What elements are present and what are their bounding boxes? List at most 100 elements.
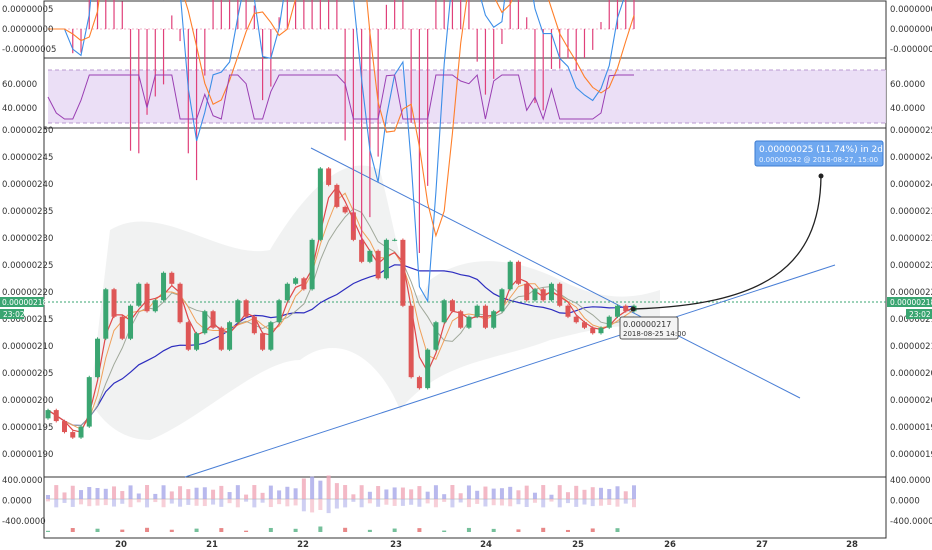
volume-bar-negative <box>293 499 298 506</box>
volume-bar-negative <box>400 499 405 506</box>
volume-baseline-bar <box>516 529 521 532</box>
candle-body <box>449 300 455 312</box>
candle-body <box>359 239 365 262</box>
candle-body <box>309 239 315 290</box>
volume-bar <box>87 487 92 499</box>
volume-bar-negative <box>169 499 174 504</box>
candle-body <box>301 278 307 290</box>
price-right-tick: 0.00000205 <box>890 369 932 379</box>
volume-bar-negative <box>367 499 372 504</box>
macd-right-tick: -0.00000005 <box>890 45 932 55</box>
rsi-band <box>48 70 886 123</box>
volume-bar-negative <box>442 499 447 502</box>
volume-bar-negative <box>541 499 546 508</box>
candle-body <box>548 283 554 301</box>
rsi-line <box>47 73 634 121</box>
volume-bar <box>466 485 471 499</box>
volume-baseline-bar <box>615 528 620 532</box>
volume-bar <box>367 491 372 499</box>
volume-bar <box>607 489 612 499</box>
candle-body <box>103 289 109 339</box>
volume-bar-negative <box>409 499 414 505</box>
volume-bar <box>128 485 133 499</box>
candle-body <box>375 250 381 279</box>
price-right-tick: 0.00000235 <box>890 207 932 217</box>
volume-bar-negative <box>227 499 232 504</box>
last-price-badge-left <box>0 297 44 307</box>
volume-bar <box>285 486 290 499</box>
candle-body <box>45 410 51 419</box>
price-right-tick: 0.00000245 <box>890 153 932 163</box>
countdown-right-text: 23:02 <box>909 310 931 319</box>
volume-bar-negative <box>235 499 240 508</box>
x-tick-label: 25 <box>572 540 584 550</box>
price-left-tick: 0.00000240 <box>2 180 53 190</box>
volume-bar <box>145 485 150 499</box>
candle-body <box>614 305 620 317</box>
x-tick-label: 22 <box>297 540 309 550</box>
volume-bar-negative <box>153 499 158 503</box>
volume-bar <box>623 491 628 499</box>
price-left-tick: 0.00000215 <box>2 315 53 325</box>
volume-bar <box>483 486 488 499</box>
price-right-tick: 0.00000200 <box>890 396 932 406</box>
candle-body <box>53 410 59 422</box>
macd-right-tick: 0.00000000 <box>890 25 932 35</box>
volume-bar <box>95 488 100 499</box>
volume-bar <box>293 488 298 499</box>
volume-bar <box>590 487 595 499</box>
projection-start-point[interactable] <box>630 306 636 312</box>
volume-bar-negative <box>145 499 150 508</box>
volume-bar <box>376 486 381 499</box>
volume-left-tick: 0.0000 <box>2 497 32 507</box>
volume-bar-negative <box>590 499 595 507</box>
candle-body <box>119 316 125 339</box>
volume-bar <box>598 487 603 499</box>
volume-bar-negative <box>524 499 529 508</box>
volume-bar <box>46 495 50 499</box>
rsi-indicator <box>47 73 634 121</box>
volume-right-tick: -400.0000 <box>890 517 932 527</box>
volume-bar-negative <box>318 499 323 511</box>
candle-body <box>581 322 587 328</box>
macd-left-tick: 0.00000005 <box>2 5 53 15</box>
candle-body <box>623 305 629 312</box>
candle-body <box>367 250 373 262</box>
candle-body <box>408 305 414 378</box>
volume-bar-negative <box>466 499 471 508</box>
volume-baseline-bar <box>590 528 595 532</box>
price-right-tick: 0.00000250 <box>890 126 932 136</box>
volume-bar <box>359 485 364 499</box>
volume-baseline-bar <box>293 528 298 532</box>
volume-bar <box>235 485 240 499</box>
projection-curve[interactable] <box>632 175 822 310</box>
candle-body <box>128 305 134 339</box>
tooltip-price-text: 0.00000217 <box>623 320 671 329</box>
volume-bar <box>194 487 199 499</box>
candle-body <box>482 305 488 328</box>
candle-body <box>95 338 101 378</box>
volume-bar-negative <box>549 499 554 502</box>
volume-bar-negative <box>334 499 339 509</box>
volume-bar <box>153 493 158 499</box>
price-left-tick: 0.00000220 <box>2 288 53 298</box>
right-axis-ticks: 0.00000005 0.00000000 -0.00000005 60.0000 40… <box>890 5 932 527</box>
x-tick-label: 27 <box>756 540 768 550</box>
candle-body <box>243 300 249 317</box>
price-left-tick: 0.00000200 <box>2 396 53 406</box>
volume-histogram <box>46 475 636 532</box>
candle-body <box>326 168 332 185</box>
volume-bar <box>260 492 265 499</box>
price-left-tick: 0.00000190 <box>2 450 53 460</box>
price-left-tick: 0.00000250 <box>2 126 53 136</box>
candle-body <box>416 377 422 389</box>
volume-bar <box>400 487 405 499</box>
candle-body <box>78 426 84 438</box>
volume-bar-negative <box>186 499 191 505</box>
projection-end-point[interactable] <box>818 173 824 179</box>
candle-body <box>606 316 612 328</box>
macd-right-tick: 0.00000005 <box>890 5 932 15</box>
volume-bar <box>186 489 191 499</box>
volume-bar <box>54 485 59 499</box>
volume-baseline-bar <box>95 528 100 532</box>
